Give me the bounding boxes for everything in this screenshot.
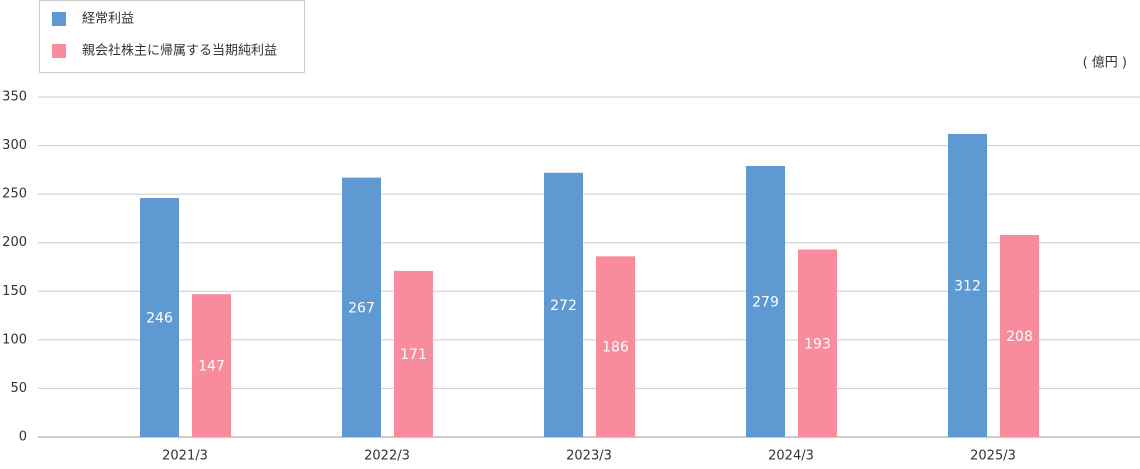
legend-label: 経常利益 bbox=[82, 12, 134, 27]
data-label: 147 bbox=[198, 359, 225, 375]
y-tick-label: 300 bbox=[2, 138, 27, 153]
data-label: 279 bbox=[752, 294, 779, 310]
bar bbox=[948, 133, 987, 437]
legend-swatch bbox=[52, 12, 66, 26]
bar bbox=[192, 294, 231, 437]
bar bbox=[342, 177, 381, 437]
data-label: 193 bbox=[804, 336, 831, 352]
data-label: 272 bbox=[550, 298, 577, 314]
x-tick-label: 2023/3 bbox=[566, 449, 612, 464]
x-tick-label: 2022/3 bbox=[364, 449, 410, 464]
data-label: 208 bbox=[1006, 329, 1033, 345]
x-tick-label: 2024/3 bbox=[768, 449, 814, 464]
y-tick-label: 200 bbox=[2, 235, 27, 250]
data-label: 246 bbox=[146, 311, 173, 327]
bar bbox=[798, 249, 837, 437]
y-tick-label: 100 bbox=[2, 332, 27, 347]
y-tick-label: 0 bbox=[19, 430, 27, 445]
bar bbox=[746, 165, 785, 437]
bar bbox=[140, 198, 179, 437]
bar bbox=[544, 172, 583, 437]
data-label: 267 bbox=[348, 300, 375, 316]
legend-box bbox=[39, 0, 305, 73]
x-tick-label: 2021/3 bbox=[162, 449, 208, 464]
y-tick-label: 250 bbox=[2, 187, 27, 202]
data-label: 186 bbox=[602, 340, 629, 356]
y-tick-label: 350 bbox=[2, 90, 27, 105]
data-label: 312 bbox=[954, 278, 981, 294]
legend-swatch bbox=[52, 44, 66, 58]
unit-label: ( 億円 ) bbox=[1083, 55, 1127, 71]
bar bbox=[596, 256, 635, 437]
y-tick-label: 50 bbox=[10, 381, 27, 396]
x-tick-label: 2025/3 bbox=[970, 449, 1016, 464]
legend-label: 親会社株主に帰属する当期純利益 bbox=[82, 43, 277, 59]
bar bbox=[1000, 234, 1039, 437]
bar bbox=[394, 270, 433, 437]
data-label: 171 bbox=[400, 347, 427, 363]
y-tick-label: 150 bbox=[2, 284, 27, 299]
